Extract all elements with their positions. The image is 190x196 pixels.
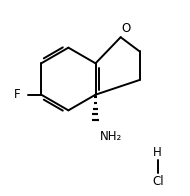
Text: H: H [153, 146, 162, 159]
Text: NH₂: NH₂ [100, 130, 122, 143]
Text: Cl: Cl [152, 175, 164, 188]
Text: O: O [122, 22, 131, 35]
Text: F: F [14, 88, 20, 101]
